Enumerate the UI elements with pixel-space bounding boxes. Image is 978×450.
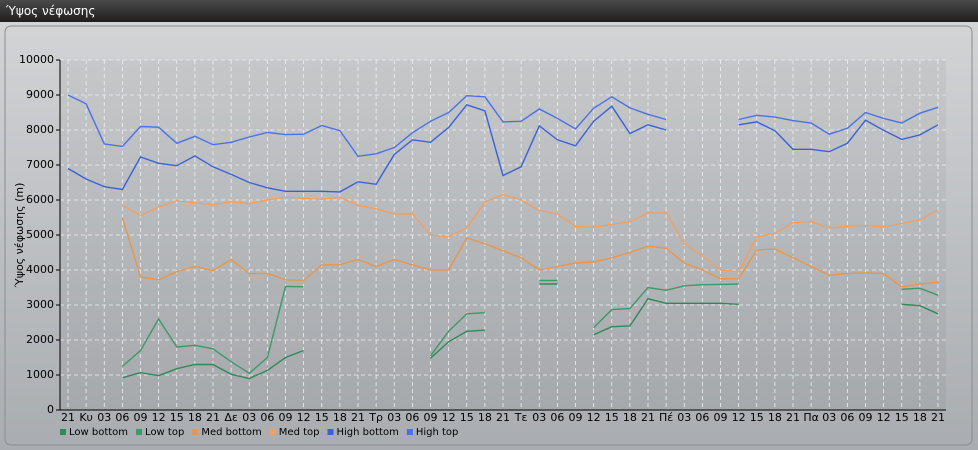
x-tick-label: 15 bbox=[605, 411, 619, 424]
title-bar: Ύψος νέφωσης bbox=[0, 0, 978, 22]
x-tick-label: 03 bbox=[532, 411, 546, 424]
x-tick-label: 03 bbox=[822, 411, 836, 424]
legend-swatch bbox=[136, 429, 143, 435]
legend-label: Low top bbox=[145, 427, 184, 438]
legend-label: High bottom bbox=[337, 427, 399, 438]
legend-swatch bbox=[406, 429, 413, 435]
series-line bbox=[67, 103, 939, 193]
legend-label: Med top bbox=[279, 427, 320, 438]
x-tick-label: 21 bbox=[61, 411, 75, 424]
x-tick-label: 12 bbox=[877, 411, 891, 424]
series-line bbox=[67, 94, 939, 158]
x-tick-label: 03 bbox=[242, 411, 256, 424]
x-tick-label: 21 bbox=[206, 411, 220, 424]
x-tick-label: 03 bbox=[677, 411, 691, 424]
x-tick-label: 09 bbox=[859, 411, 873, 424]
x-tick-label: 21 bbox=[931, 411, 945, 424]
series-line bbox=[122, 194, 939, 273]
x-tick-label: 15 bbox=[460, 411, 474, 424]
series-line bbox=[121, 279, 939, 375]
x-tick-label: 06 bbox=[115, 411, 129, 424]
y-tick-label: 0 bbox=[47, 403, 54, 416]
x-tick-label: 06 bbox=[695, 411, 709, 424]
series-line bbox=[121, 217, 939, 288]
x-tick-label: Δε bbox=[224, 411, 238, 424]
x-tick-label: 09 bbox=[134, 411, 148, 424]
x-tick-label: 18 bbox=[333, 411, 347, 424]
legend-swatch bbox=[60, 429, 66, 435]
x-tick-label: Πα bbox=[803, 411, 819, 424]
x-tick-label: 21 bbox=[351, 411, 365, 424]
x-tick-label: 06 bbox=[260, 411, 274, 424]
y-tick-label: 9000 bbox=[26, 88, 54, 101]
x-tick-label: 21 bbox=[641, 411, 655, 424]
x-tick-label: 09 bbox=[714, 411, 728, 424]
x-tick-label: 03 bbox=[387, 411, 401, 424]
x-tick-label: Τρ bbox=[368, 411, 383, 424]
x-tick-label: 18 bbox=[623, 411, 637, 424]
y-axis-label: Ύψος νέφωσης (m) bbox=[13, 183, 26, 289]
y-tick-label: 1000 bbox=[26, 368, 54, 381]
x-tick-label: 09 bbox=[569, 411, 583, 424]
x-tick-label: 21 bbox=[786, 411, 800, 424]
y-tick-label: 8000 bbox=[26, 123, 54, 136]
legend-label: Med bottom bbox=[201, 427, 261, 438]
legend-label: Low bottom bbox=[69, 427, 128, 438]
x-tick-label: Κυ bbox=[79, 411, 93, 424]
y-tick-label: 5000 bbox=[26, 228, 54, 241]
series-line bbox=[122, 283, 939, 380]
x-tick-label: 12 bbox=[297, 411, 311, 424]
x-tick-label: Τε bbox=[514, 411, 528, 424]
x-tick-label: 06 bbox=[840, 411, 854, 424]
legend-label: High top bbox=[416, 427, 459, 438]
x-tick-label: 03 bbox=[97, 411, 111, 424]
x-tick-label: 09 bbox=[424, 411, 438, 424]
x-tick-label: 12 bbox=[442, 411, 456, 424]
x-tick-label: 09 bbox=[279, 411, 293, 424]
y-tick-label: 4000 bbox=[26, 263, 54, 276]
x-tick-label: 06 bbox=[405, 411, 419, 424]
x-tick-label: 18 bbox=[478, 411, 492, 424]
y-tick-label: 3000 bbox=[26, 298, 54, 311]
legend: Low bottom Low top Med bottom Med top High b… bbox=[60, 427, 458, 438]
x-tick-label: 15 bbox=[750, 411, 764, 424]
x-tick-label: 12 bbox=[732, 411, 746, 424]
x-tick-label: 15 bbox=[315, 411, 329, 424]
x-tick-label: 15 bbox=[895, 411, 909, 424]
y-tick-label: 6000 bbox=[26, 193, 54, 206]
x-tick-label: 15 bbox=[170, 411, 184, 424]
legend-swatch bbox=[327, 429, 334, 435]
x-tick-label: 18 bbox=[913, 411, 927, 424]
y-tick-label: 2000 bbox=[26, 333, 54, 346]
x-tick-label: Πέ bbox=[659, 411, 673, 424]
x-tick-label: 18 bbox=[188, 411, 202, 424]
x-tick-label: 06 bbox=[550, 411, 564, 424]
x-tick-label: 21 bbox=[496, 411, 510, 424]
y-tick-label: 10000 bbox=[19, 53, 54, 66]
x-tick-label: 12 bbox=[587, 411, 601, 424]
x-tick-label: 18 bbox=[768, 411, 782, 424]
legend-swatch bbox=[192, 429, 199, 435]
y-tick-label: 7000 bbox=[26, 158, 54, 171]
x-tick-label: 12 bbox=[152, 411, 166, 424]
panel bbox=[4, 25, 973, 446]
legend-swatch bbox=[269, 429, 276, 435]
